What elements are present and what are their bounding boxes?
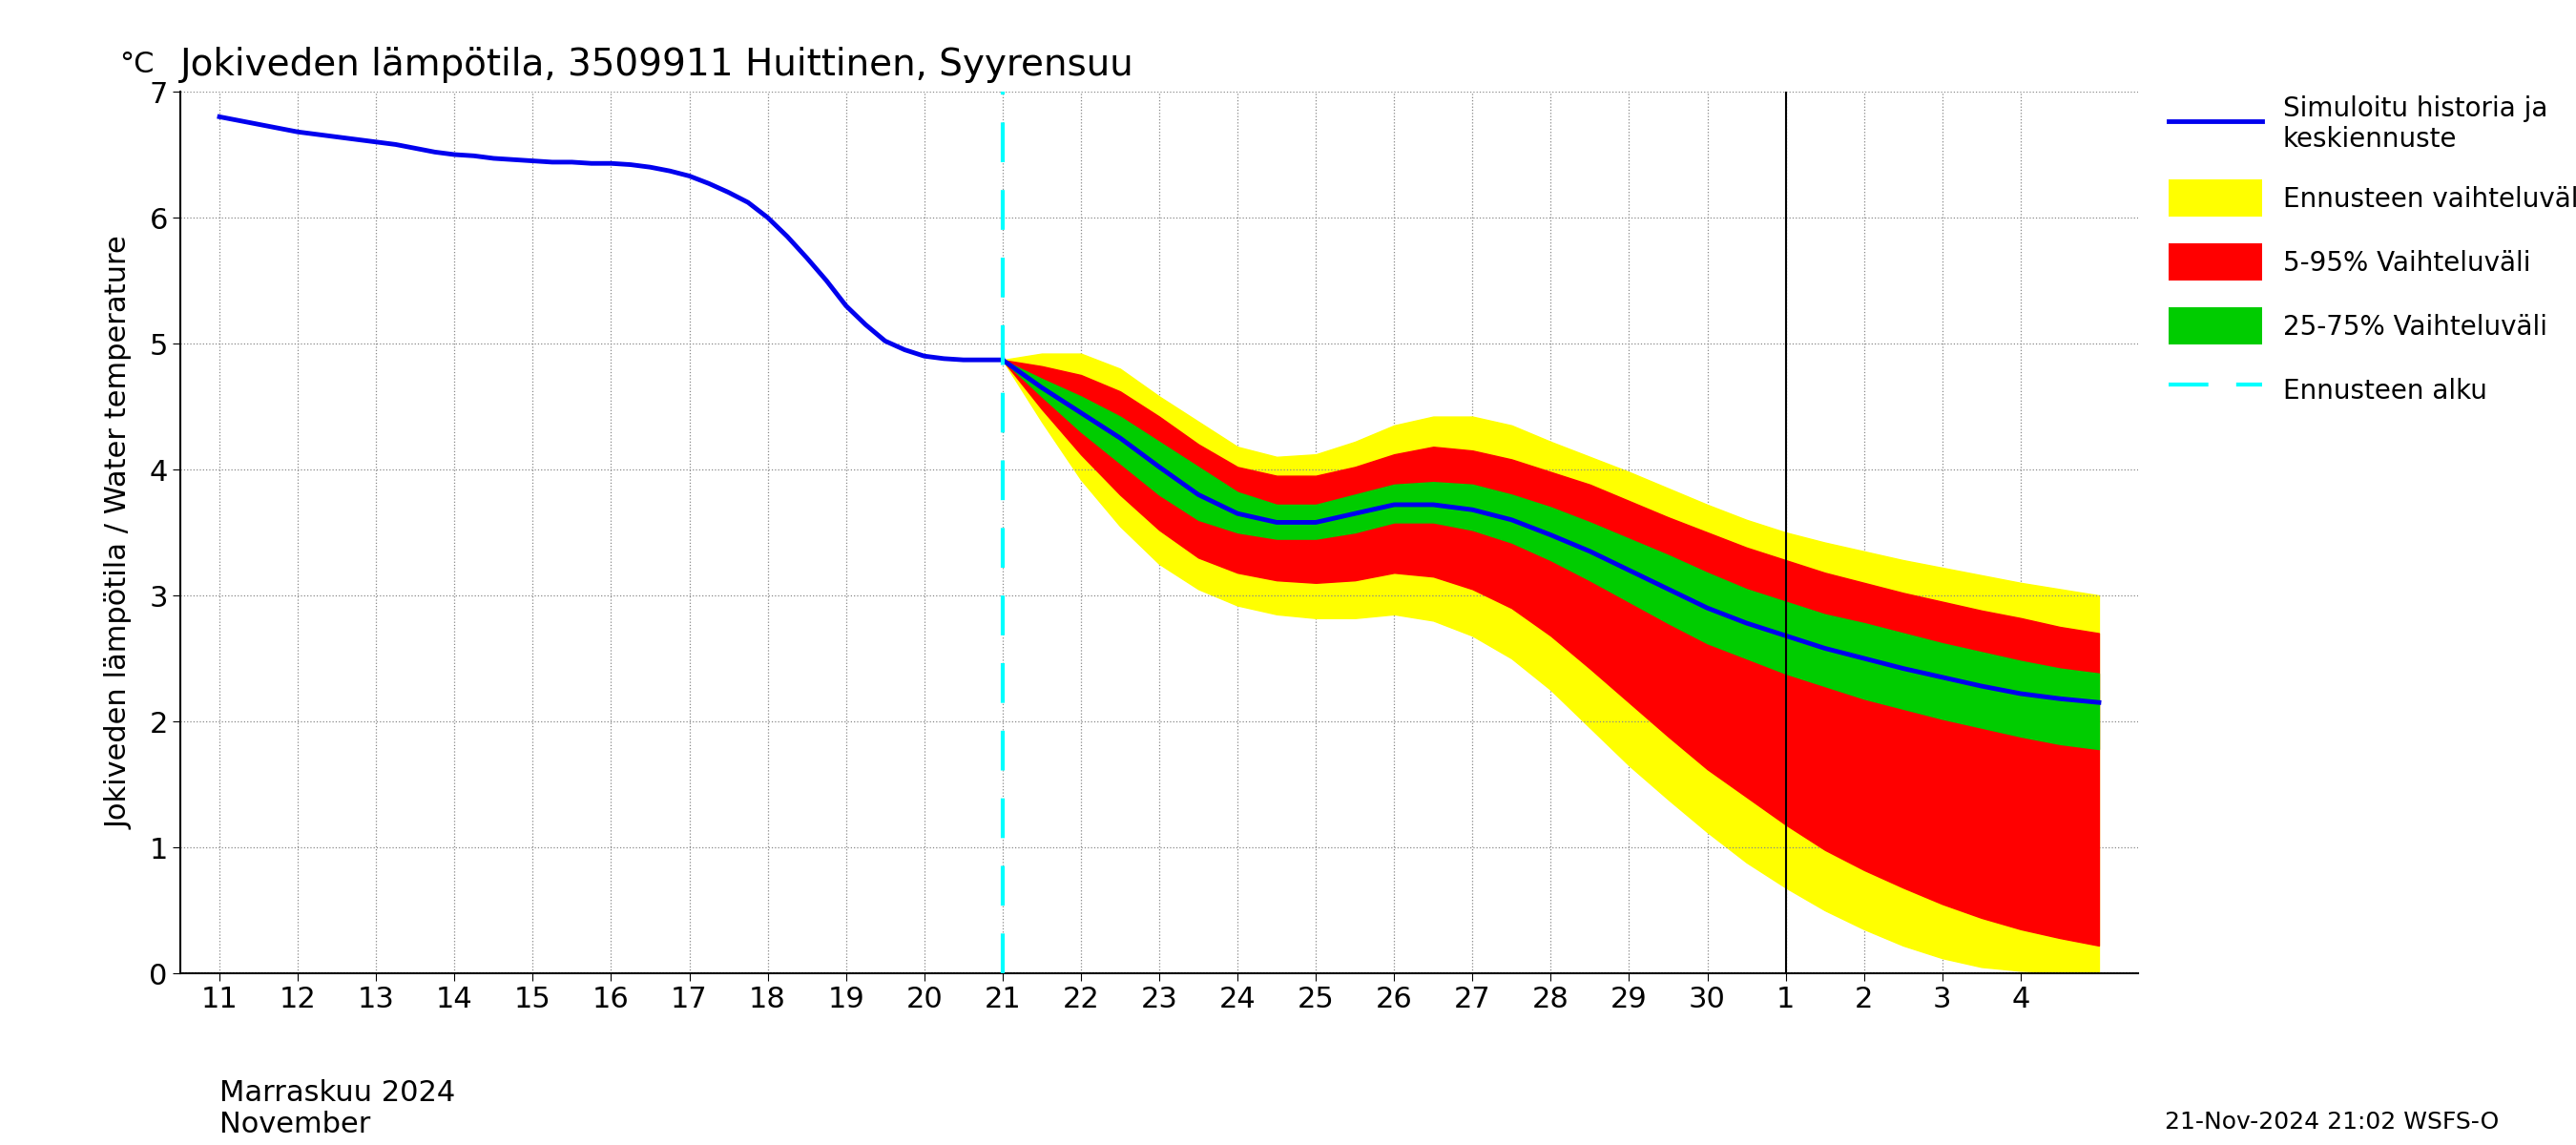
Y-axis label: Jokiveden lämpötila / Water temperature: Jokiveden lämpötila / Water temperature	[106, 236, 134, 829]
Text: °C: °C	[121, 50, 155, 78]
Text: Jokiveden lämpötila, 3509911 Huittinen, Syyrensuu: Jokiveden lämpötila, 3509911 Huittinen, …	[180, 47, 1133, 84]
Legend: Simuloitu historia ja
keskiennuste, Ennusteen vaihteluväli, 5-95% Vaihteluväli, : Simuloitu historia ja keskiennuste, Ennu…	[2161, 87, 2576, 417]
Text: 21-Nov-2024 21:02 WSFS-O: 21-Nov-2024 21:02 WSFS-O	[2164, 1111, 2499, 1134]
Text: Marraskuu 2024
November: Marraskuu 2024 November	[219, 1079, 456, 1139]
